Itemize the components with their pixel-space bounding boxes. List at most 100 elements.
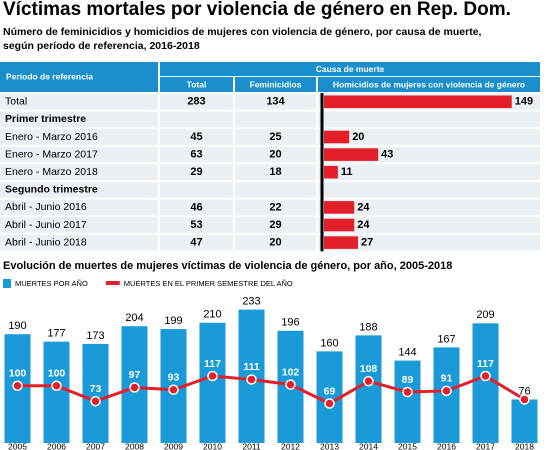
line — [17, 374, 526, 406]
cell-bg — [0, 111, 158, 128]
bar-label: 160 — [320, 337, 338, 349]
x-tick-label: 2010 — [203, 441, 222, 450]
header-text: Causa de muerte — [316, 64, 385, 74]
subtitle: Número de feminicidios y homicidios de m… — [3, 26, 482, 38]
bar — [324, 236, 359, 249]
cell-bg — [0, 129, 158, 145]
cell-bg — [235, 94, 316, 110]
row-label: Abril - Junio 2018 — [5, 236, 87, 248]
legend-swatch — [105, 281, 120, 285]
legend-label: MUERTES POR AÑO — [15, 279, 88, 288]
cell-bg — [318, 129, 540, 145]
line-point — [207, 370, 218, 382]
cell-bg — [160, 164, 233, 180]
line-point — [402, 386, 413, 398]
cell-value: 18 — [269, 166, 281, 178]
cell-bg — [318, 199, 540, 216]
bar-label: 190 — [8, 320, 26, 332]
cell-bg — [160, 129, 233, 145]
bar-label: 177 — [47, 328, 65, 340]
x-tick-label: 2008 — [125, 441, 144, 450]
cell-bg — [318, 111, 540, 128]
line-label: 91 — [441, 373, 453, 385]
cell-bg — [235, 146, 316, 163]
bar — [394, 360, 421, 443]
column-header: Total — [187, 79, 207, 89]
bar — [324, 201, 355, 214]
bar — [324, 148, 379, 161]
header-bg — [0, 62, 158, 92]
header-text: Período de referencia — [6, 71, 93, 81]
bar — [324, 95, 512, 109]
x-tick-label: 2016 — [437, 441, 456, 450]
line-label: 69 — [324, 385, 336, 397]
cell-bg — [0, 94, 158, 110]
bar-label: 210 — [203, 309, 221, 321]
bar-label: 167 — [437, 333, 455, 345]
bar-label: 196 — [281, 317, 299, 329]
line-point — [285, 379, 296, 390]
bar-label: 20 — [352, 131, 364, 143]
bar-label: 149 — [515, 96, 533, 108]
x-tick-label: 2014 — [359, 441, 378, 450]
cell-value: 45 — [190, 131, 202, 143]
cell-bg — [318, 182, 540, 198]
x-tick-label: 2009 — [164, 441, 183, 450]
cell-bg — [235, 199, 316, 216]
bar-label: 188 — [359, 321, 377, 333]
cell-bg — [160, 94, 233, 110]
cell-value: 22 — [269, 201, 281, 213]
cell-bg — [318, 217, 540, 233]
cell-bg — [160, 182, 233, 198]
bar — [82, 343, 109, 443]
row-label: Total — [5, 96, 27, 108]
title: Víctimas mortales por violencia de géner… — [3, 0, 511, 20]
header-bg — [160, 62, 540, 76]
bar-label: 43 — [381, 149, 393, 161]
bar — [324, 130, 350, 144]
bar-label: 27 — [361, 237, 373, 249]
cell-bg — [160, 146, 233, 163]
x-tick-label: 2007 — [86, 441, 105, 450]
row-label: Enero - Marzo 2017 — [5, 148, 98, 160]
header-bg — [318, 77, 540, 92]
row-label: Enero - Marzo 2018 — [5, 166, 98, 178]
x-tick-label: 2006 — [47, 441, 66, 450]
line-point — [519, 394, 530, 405]
bar — [511, 399, 538, 443]
cell-value: 134 — [266, 96, 285, 108]
bar — [472, 323, 499, 443]
cell-value: 20 — [269, 237, 281, 249]
cell-value: 47 — [190, 237, 202, 249]
line-point — [168, 384, 179, 396]
cell-bg — [160, 217, 233, 233]
cell-bg — [235, 111, 316, 128]
cell-bg — [235, 182, 316, 198]
line-point — [51, 380, 62, 391]
row-label: Abril - Junio 2017 — [5, 219, 87, 231]
bar — [324, 165, 338, 179]
cell-value: 20 — [269, 149, 281, 161]
bar-label: 144 — [398, 346, 416, 358]
cell-value: 283 — [187, 96, 205, 108]
line-label: 73 — [90, 383, 102, 395]
line-label: 117 — [477, 358, 494, 370]
bar-label: 24 — [357, 201, 370, 213]
cell-bg — [0, 182, 158, 198]
column-header: Homicidios de mujeres con violencia de g… — [333, 79, 525, 89]
line-point — [363, 375, 374, 387]
line-label: 93 — [168, 372, 180, 384]
row-label: Primer trimestre — [5, 113, 86, 125]
bar — [355, 335, 382, 443]
row-label: Abril - Junio 2016 — [5, 201, 87, 213]
bar — [199, 322, 226, 443]
cell-value: 25 — [269, 131, 281, 143]
line-label: 97 — [129, 369, 141, 381]
cell-bg — [0, 234, 158, 251]
row-label: Segundo trimestre — [5, 184, 98, 196]
table: Período de referencia Causa de muerte Tota… — [0, 62, 540, 252]
bar-label: 173 — [86, 330, 104, 342]
line-label: 89 — [402, 374, 414, 386]
cell-bg — [160, 111, 233, 128]
